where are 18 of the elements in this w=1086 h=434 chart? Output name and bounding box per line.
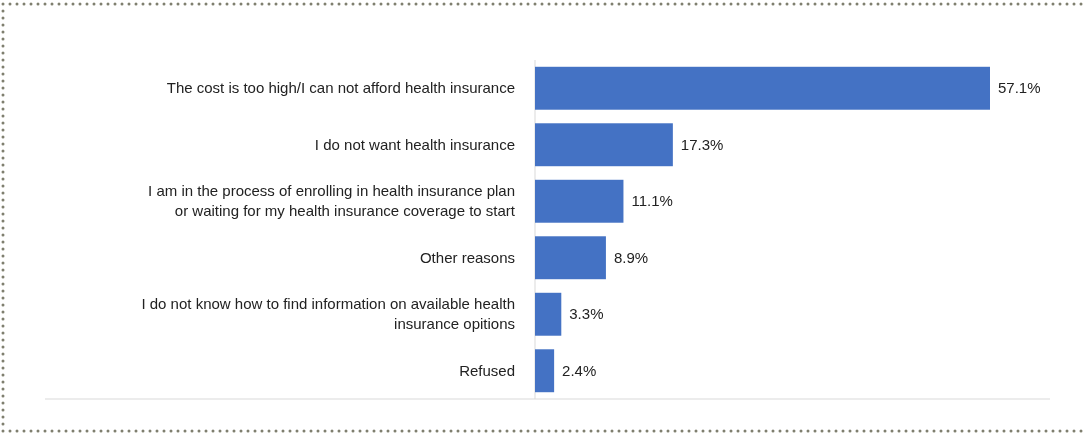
data-label: 17.3% <box>680 135 724 153</box>
data-label: 2.4% <box>562 361 597 379</box>
y-tick-label: Other reasons <box>419 248 515 266</box>
data-label: 8.9% <box>613 248 649 266</box>
y-tick-label: I am in the process of enrolling in health insurance plan or waiting for my health insurance coverage to start <box>148 182 516 220</box>
bar <box>535 292 562 336</box>
bar <box>535 66 990 110</box>
y-tick-label: The cost is too high/I can not afford health insurance <box>166 79 515 97</box>
data-label: 57.1% <box>998 79 1041 97</box>
data-label: 11.1% <box>631 192 673 210</box>
y-tick-label: Refused <box>459 361 515 379</box>
bar <box>535 349 555 393</box>
y-tick-label: I do not know how to find information on available health insurance opitions <box>141 295 515 333</box>
data-label: 3.3% <box>569 305 604 323</box>
y-tick-label: I do not want health insurance <box>314 135 515 153</box>
bar <box>535 236 606 280</box>
bar <box>535 123 673 167</box>
bar <box>535 179 624 223</box>
